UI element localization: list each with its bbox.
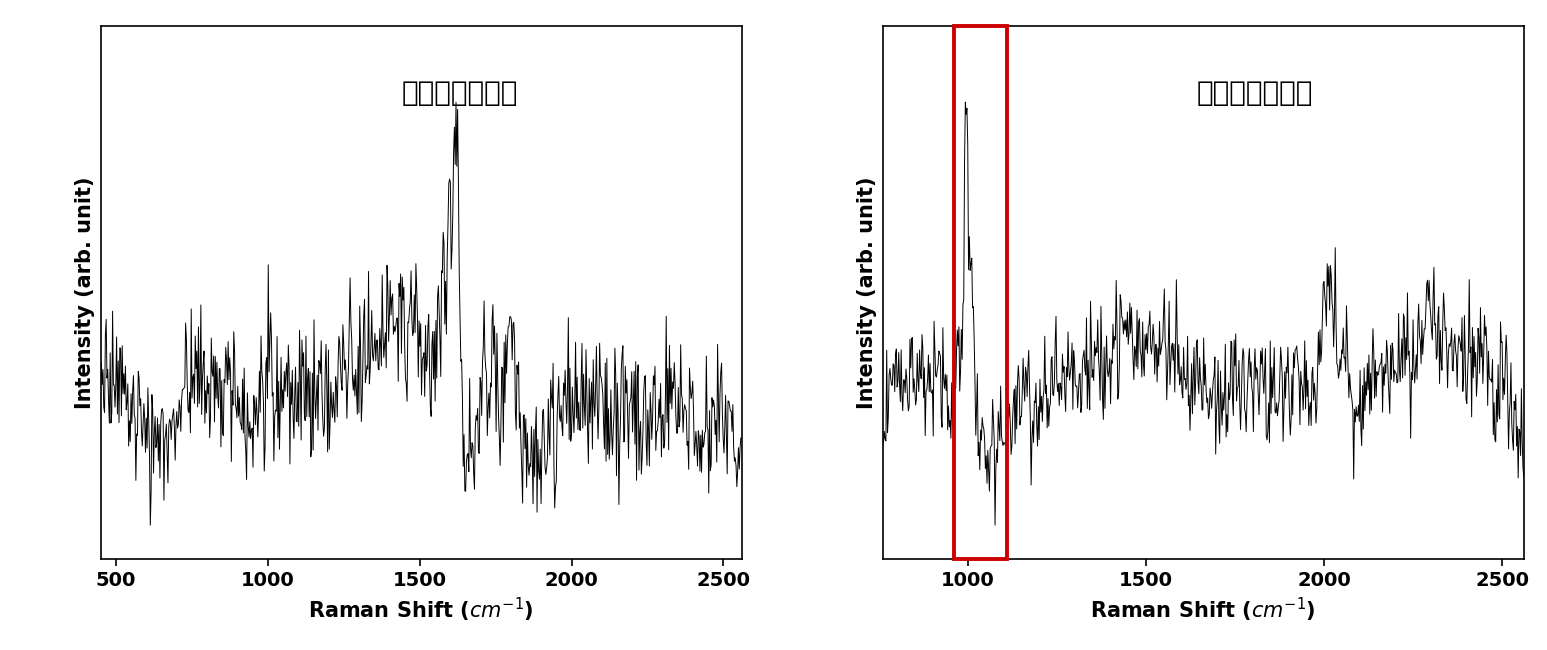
Text: 無防腐劑的粉圓: 無防腐劑的粉圓 [401,79,518,107]
Bar [954,26,1007,559]
X-axis label: Raman Shift ($\mathit{cm}^{-1}$): Raman Shift ($\mathit{cm}^{-1}$) [1091,595,1316,623]
X-axis label: Raman Shift ($\mathit{cm}^{-1}$): Raman Shift ($\mathit{cm}^{-1}$) [308,595,534,623]
Text: 含防腐劑的粉圓: 含防腐劑的粉圓 [1196,79,1313,107]
Y-axis label: Intensity (arb. unit): Intensity (arb. unit) [74,176,94,409]
Y-axis label: Intensity (arb. unit): Intensity (arb. unit) [857,176,877,409]
